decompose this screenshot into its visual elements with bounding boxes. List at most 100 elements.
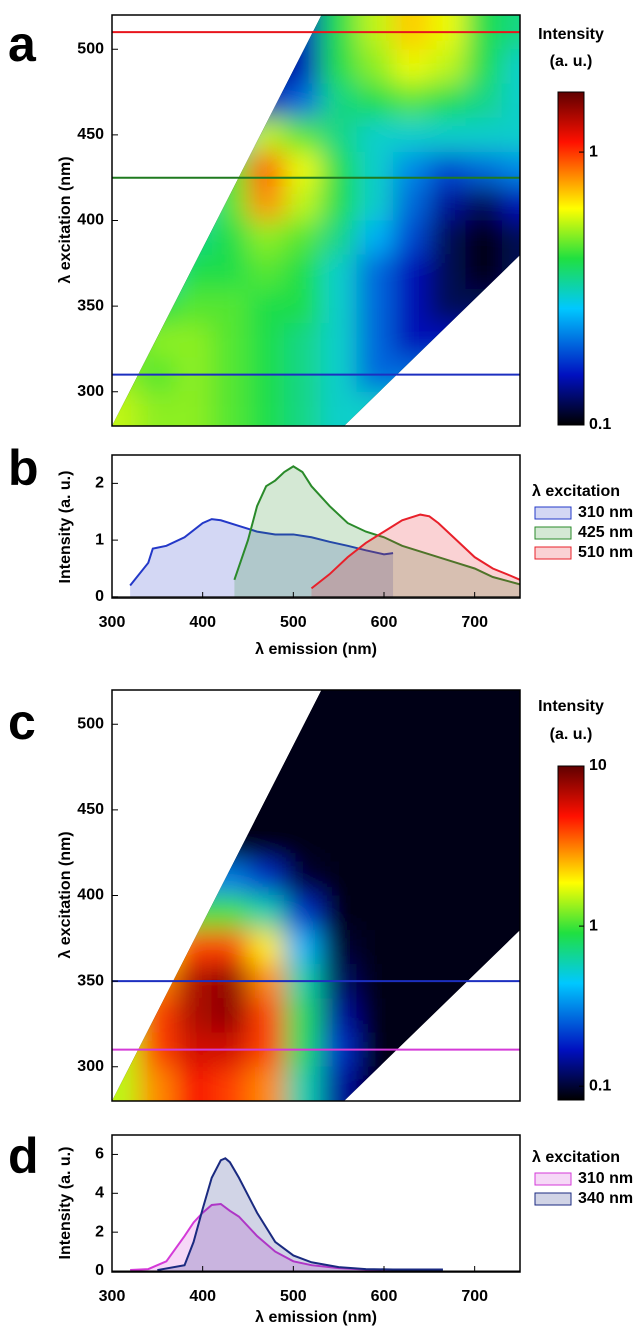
heatmap-cell [284,895,321,930]
heatmap-cell [284,690,321,725]
heatmap-cell [393,323,430,358]
heatmap-cell [284,152,321,187]
heatmap-cell [139,861,176,896]
y-tick-label: 2 [95,1223,104,1240]
heatmap-cell [175,49,212,84]
colorbar-tick-label: 0.1 [589,416,611,433]
heatmap-cell [112,758,140,793]
heatmap-cell [211,861,248,896]
heatmap-cell [175,152,212,187]
heatmap-cell [465,1066,502,1101]
heatmap-cell [139,323,176,358]
colorbar-unit: (a. u.) [550,726,593,743]
heatmap-cell [465,690,502,725]
x-axis-label: λ emission (nm) [255,641,377,658]
heatmap-cell [465,998,502,1033]
heatmap-cell [284,323,321,358]
heatmap-cell [429,724,466,759]
heatmap-cell [175,724,212,759]
heatmap-cell [139,83,176,118]
heatmap-cell [284,254,321,289]
y-tick-label: 350 [77,972,104,989]
heatmap-cell [284,998,321,1033]
heatmap-area [112,15,520,426]
heatmap-area [112,690,520,1101]
x-axis-label: λ emission (nm) [255,1309,377,1326]
heatmap-cell [429,220,466,255]
heatmap-cell [465,49,502,84]
heatmap-cell [465,391,502,426]
heatmap-cell [320,289,357,324]
heatmap-cell [501,758,520,793]
y-tick-label: 400 [77,887,104,904]
panel-letter: a [8,16,37,72]
series-line [129,518,394,587]
heatmap-cell [465,83,502,118]
legend-label: 310 nm [578,504,633,521]
heatmap-cell [429,929,466,964]
heatmap-cell [211,117,248,152]
y-axis-label: Intensity (a. u.) [57,471,74,584]
heatmap-cell [211,929,248,964]
heatmap-band [112,690,520,1101]
heatmap-cell [175,998,212,1033]
heatmap-cell [139,998,176,1033]
heatmap-cell [175,929,212,964]
colorbar-tick-label: 0.1 [589,1077,611,1094]
heatmap-cell [248,49,285,84]
heatmap-cell [211,391,248,426]
heatmap-cell [393,998,430,1033]
heatmap-cell [393,220,430,255]
x-tick-label: 400 [189,1288,216,1305]
heatmap-cell [248,895,285,930]
heatmap-cell [248,323,285,358]
heatmap-cell [175,391,212,426]
heatmap-cell [211,186,248,221]
heatmap-cell [139,186,176,221]
x-tick-label: 500 [280,614,307,631]
heatmap-cell [465,758,502,793]
y-tick-label: 1 [95,531,104,548]
legend-label: 340 nm [578,1190,633,1207]
heatmap-cell [501,83,520,118]
x-tick-label: 700 [461,614,488,631]
heatmap-cell [112,1066,140,1101]
x-tick-label: 600 [371,1288,398,1305]
y-tick-label: 6 [95,1146,104,1163]
x-tick-label: 400 [189,614,216,631]
heatmap-cell [320,998,357,1033]
plot-frame [111,454,521,599]
plot-frame [111,1134,521,1273]
y-tick-label: 450 [77,801,104,818]
heatmap-cell [139,391,176,426]
legend-swatch [534,1172,572,1186]
heatmap-cell [139,758,176,793]
panel-letter: d [8,1128,39,1184]
heatmap-cell [175,895,212,930]
y-tick-label: 0 [95,1262,104,1279]
heatmap-cell [175,220,212,255]
heatmap-cell [501,861,520,896]
heatmap-cell [320,724,357,759]
y-tick-label: 400 [77,212,104,229]
colorbar-tick-label: 1 [589,917,598,934]
heatmap-cell [211,49,248,84]
heatmap-cell [393,758,430,793]
heatmap-cell [465,254,502,289]
legend-swatch [534,526,572,540]
heatmap-cell [284,792,321,827]
heatmap-cell [393,186,430,221]
heatmap-cell [175,254,212,289]
heatmap-cell [393,1066,430,1101]
heatmap-cell [320,220,357,255]
heatmap-cell [429,289,466,324]
heatmap-cell [356,690,394,725]
heatmap-cell [320,152,357,187]
heatmap-cell [139,724,176,759]
heatmap-cell [139,895,176,930]
x-tick-label: 300 [99,1288,126,1305]
heatmap-cell [465,323,502,358]
heatmap-cell [248,15,285,50]
heatmap-cell [465,15,502,50]
heatmap-cell [112,83,140,118]
